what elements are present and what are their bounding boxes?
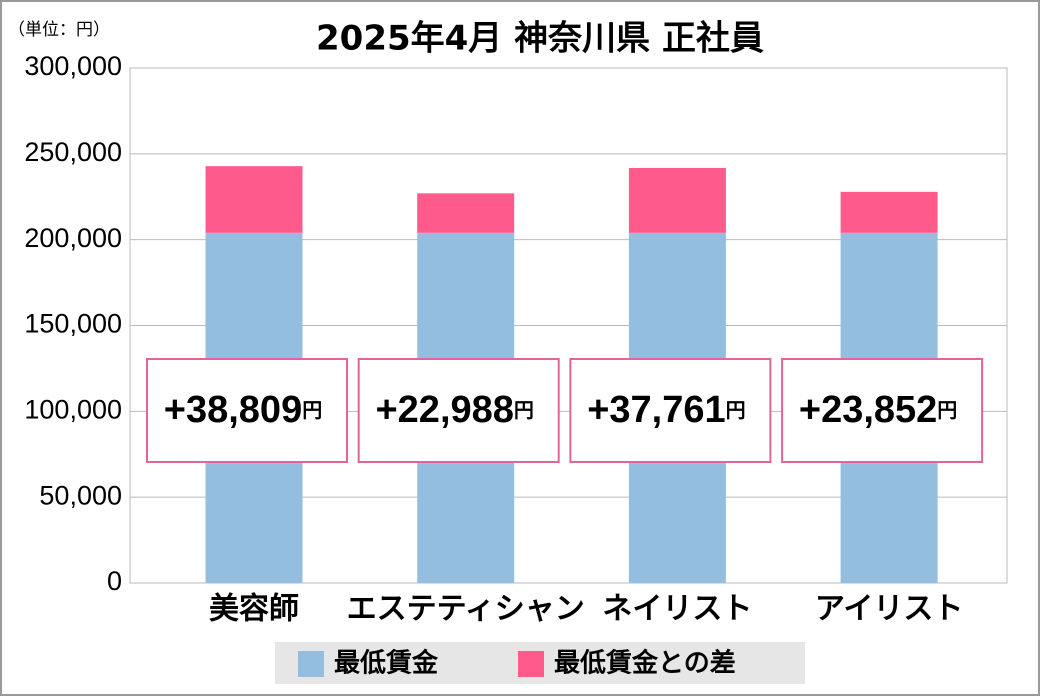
chart-title: 2025年4月 神奈川県 正社員 <box>316 19 764 59</box>
y-tick-label: 250,000 <box>24 137 122 167</box>
x-tick-label: エステティシャン <box>347 592 585 627</box>
y-tick-label: 150,000 <box>24 309 122 339</box>
value-label-unit: 円 <box>302 400 322 422</box>
value-label-number: +23,852 <box>799 389 937 431</box>
value-label: +38,809円 <box>164 389 322 431</box>
legend-label: 最低賃金 <box>334 648 439 679</box>
bar-segment <box>205 166 303 233</box>
x-tick-label: 美容師 <box>209 592 299 627</box>
bar-segment <box>628 167 726 233</box>
legend-swatch <box>518 651 544 677</box>
value-label: +22,988円 <box>375 389 533 431</box>
label-box <box>146 358 348 463</box>
legend-label: 最低賃金との差 <box>554 648 736 679</box>
label-box <box>569 358 772 463</box>
unit-label: （単位：円） <box>8 20 110 40</box>
bar-segment <box>417 193 515 233</box>
value-label-unit: 円 <box>726 400 746 422</box>
x-tick-label: ネイリスト <box>602 592 752 627</box>
y-tick-label: 0 <box>107 566 122 596</box>
x-tick-label: アイリスト <box>815 592 964 627</box>
y-tick-label: 300,000 <box>24 51 122 81</box>
value-label-unit: 円 <box>514 400 534 422</box>
label-box <box>781 358 984 463</box>
label-box <box>357 358 560 463</box>
value-label-number: +37,761 <box>587 389 725 431</box>
value-label: +37,761円 <box>587 389 745 431</box>
value-label: +23,852円 <box>799 389 957 431</box>
value-label-unit: 円 <box>937 400 957 422</box>
value-label-number: +22,988 <box>375 389 513 431</box>
value-label-number: +38,809 <box>164 389 302 431</box>
y-tick-label: 200,000 <box>24 223 122 253</box>
y-tick-label: 50,000 <box>39 480 122 510</box>
y-tick-label: 100,000 <box>24 394 122 424</box>
legend-swatch <box>298 651 324 677</box>
bar-segment <box>840 191 938 233</box>
